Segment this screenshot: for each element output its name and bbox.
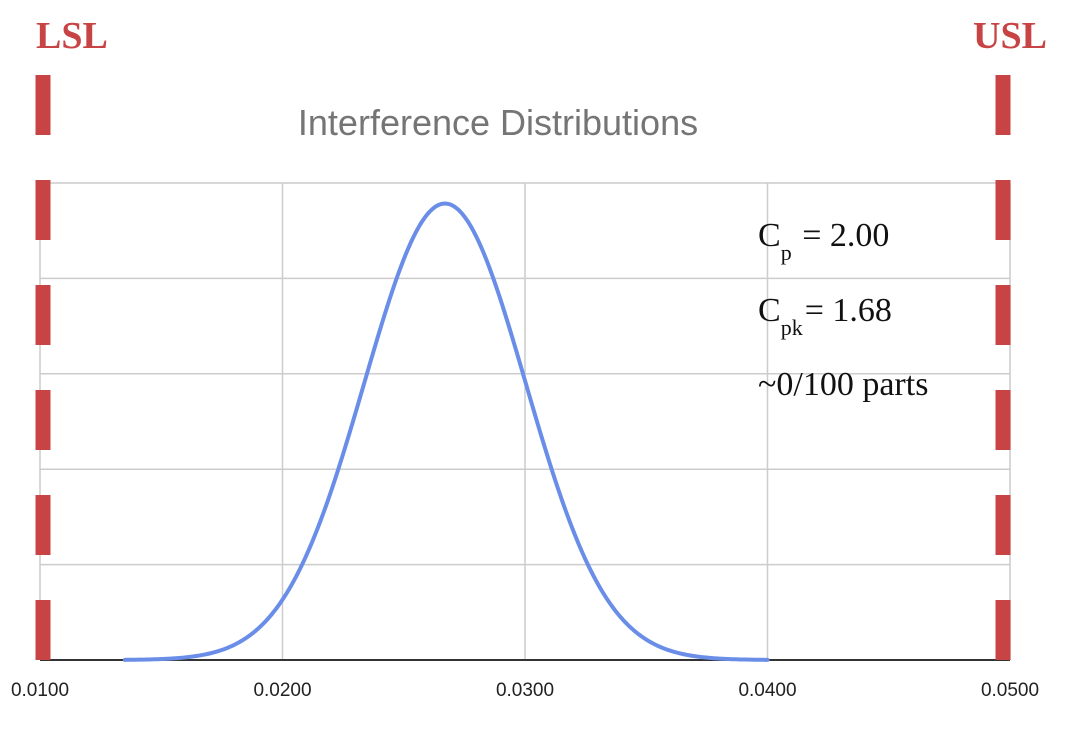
- x-tick-label: 0.0200: [253, 680, 311, 701]
- x-tick-label: 0.0400: [738, 680, 796, 701]
- parts-stat: ~0/100 parts: [758, 366, 928, 404]
- x-tick-label: 0.0500: [981, 680, 1039, 701]
- cpk-symbol: C: [758, 292, 781, 329]
- x-tick-label: 0.0300: [496, 680, 554, 701]
- cpk-value: = 1.68: [805, 292, 892, 329]
- cpk-stat: Cpk= 1.68: [758, 292, 892, 347]
- cp-subscript: p: [781, 240, 792, 265]
- chart-title: Interference Distributions: [298, 102, 698, 143]
- cp-stat: Cp = 2.00: [758, 217, 889, 272]
- cp-symbol: C: [758, 217, 781, 254]
- usl-label: USL: [973, 14, 1047, 58]
- distribution-curve: [125, 204, 768, 660]
- lsl-label: LSL: [36, 14, 108, 58]
- cpk-subscript: pk: [781, 315, 803, 340]
- cp-value: = 2.00: [802, 217, 889, 254]
- x-tick-label: 0.0100: [11, 680, 69, 701]
